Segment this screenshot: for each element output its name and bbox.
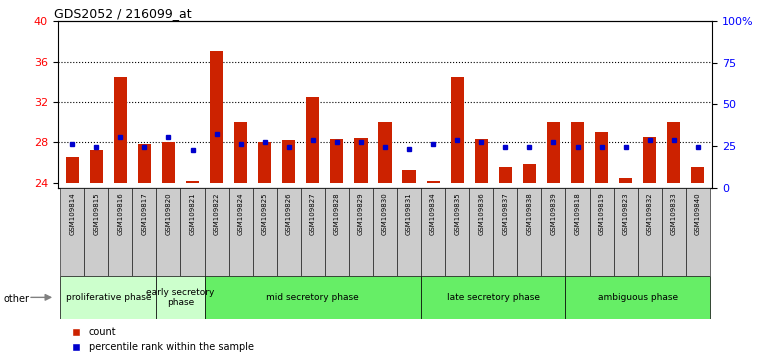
- Text: GSM109826: GSM109826: [286, 192, 292, 235]
- Text: GSM109837: GSM109837: [502, 192, 508, 235]
- FancyBboxPatch shape: [325, 188, 349, 276]
- FancyBboxPatch shape: [565, 276, 710, 319]
- FancyBboxPatch shape: [60, 188, 84, 276]
- Bar: [114, 77, 127, 183]
- FancyBboxPatch shape: [132, 188, 156, 276]
- Text: GSM109821: GSM109821: [189, 192, 196, 235]
- Bar: [499, 167, 512, 183]
- FancyBboxPatch shape: [373, 188, 397, 276]
- Bar: [138, 144, 151, 183]
- FancyBboxPatch shape: [180, 188, 205, 276]
- Text: early secretory
phase: early secretory phase: [146, 288, 215, 307]
- Bar: [234, 122, 247, 183]
- Text: ambiguous phase: ambiguous phase: [598, 293, 678, 302]
- Text: GSM109831: GSM109831: [406, 192, 412, 235]
- Bar: [330, 139, 343, 183]
- Text: GSM109822: GSM109822: [213, 192, 219, 235]
- Text: GSM109828: GSM109828: [334, 192, 340, 235]
- Text: GSM109819: GSM109819: [598, 192, 604, 235]
- Bar: [210, 51, 223, 183]
- Text: late secretory phase: late secretory phase: [447, 293, 540, 302]
- FancyBboxPatch shape: [229, 188, 253, 276]
- Bar: [474, 139, 488, 183]
- FancyBboxPatch shape: [397, 188, 421, 276]
- Text: GSM109820: GSM109820: [166, 192, 172, 235]
- FancyBboxPatch shape: [517, 188, 541, 276]
- FancyBboxPatch shape: [84, 188, 109, 276]
- Bar: [643, 137, 656, 183]
- Bar: [162, 142, 175, 183]
- Text: GSM109829: GSM109829: [358, 192, 364, 235]
- Bar: [282, 140, 296, 183]
- FancyBboxPatch shape: [205, 276, 421, 319]
- Text: GSM109838: GSM109838: [527, 192, 532, 235]
- Text: GSM109814: GSM109814: [69, 192, 75, 235]
- FancyBboxPatch shape: [349, 188, 373, 276]
- Bar: [258, 142, 271, 183]
- Bar: [354, 138, 367, 183]
- Text: GSM109832: GSM109832: [647, 192, 653, 235]
- FancyBboxPatch shape: [421, 188, 445, 276]
- FancyBboxPatch shape: [494, 188, 517, 276]
- Bar: [306, 97, 320, 183]
- FancyBboxPatch shape: [253, 188, 276, 276]
- Text: GSM109815: GSM109815: [93, 192, 99, 235]
- Text: GDS2052 / 216099_at: GDS2052 / 216099_at: [55, 7, 192, 20]
- Text: GSM109833: GSM109833: [671, 192, 677, 235]
- FancyBboxPatch shape: [205, 188, 229, 276]
- Bar: [523, 164, 536, 183]
- Bar: [89, 150, 103, 183]
- Bar: [547, 122, 560, 183]
- Text: GSM109817: GSM109817: [142, 192, 147, 235]
- Text: GSM109839: GSM109839: [551, 192, 557, 235]
- Text: GSM109818: GSM109818: [574, 192, 581, 235]
- FancyBboxPatch shape: [276, 188, 301, 276]
- Text: GSM109827: GSM109827: [310, 192, 316, 235]
- Text: GSM109830: GSM109830: [382, 192, 388, 235]
- FancyBboxPatch shape: [661, 188, 686, 276]
- Bar: [450, 77, 464, 183]
- FancyBboxPatch shape: [614, 188, 638, 276]
- Text: GSM109825: GSM109825: [262, 192, 268, 235]
- Text: GSM109824: GSM109824: [238, 192, 243, 235]
- Text: other: other: [4, 294, 30, 304]
- Text: mid secretory phase: mid secretory phase: [266, 293, 359, 302]
- FancyBboxPatch shape: [565, 188, 590, 276]
- Text: GSM109816: GSM109816: [117, 192, 123, 235]
- Bar: [619, 178, 632, 183]
- Text: GSM109835: GSM109835: [454, 192, 460, 235]
- Bar: [595, 132, 608, 183]
- FancyBboxPatch shape: [109, 188, 132, 276]
- Bar: [691, 167, 705, 183]
- Text: GSM109823: GSM109823: [623, 192, 628, 235]
- Text: GSM109836: GSM109836: [478, 192, 484, 235]
- Bar: [378, 122, 392, 183]
- FancyBboxPatch shape: [156, 188, 180, 276]
- Text: GSM109840: GSM109840: [695, 192, 701, 235]
- FancyBboxPatch shape: [541, 188, 565, 276]
- Bar: [427, 181, 440, 183]
- Text: GSM109834: GSM109834: [430, 192, 436, 235]
- FancyBboxPatch shape: [469, 188, 494, 276]
- Bar: [667, 122, 681, 183]
- Legend: count, percentile rank within the sample: count, percentile rank within the sample: [62, 324, 258, 354]
- Bar: [65, 158, 79, 183]
- FancyBboxPatch shape: [301, 188, 325, 276]
- Bar: [403, 171, 416, 183]
- FancyBboxPatch shape: [590, 188, 614, 276]
- Bar: [186, 181, 199, 183]
- Bar: [571, 122, 584, 183]
- Text: proliferative phase: proliferative phase: [65, 293, 151, 302]
- FancyBboxPatch shape: [156, 276, 205, 319]
- FancyBboxPatch shape: [686, 188, 710, 276]
- FancyBboxPatch shape: [445, 188, 469, 276]
- FancyBboxPatch shape: [638, 188, 661, 276]
- FancyBboxPatch shape: [60, 276, 156, 319]
- FancyBboxPatch shape: [421, 276, 565, 319]
